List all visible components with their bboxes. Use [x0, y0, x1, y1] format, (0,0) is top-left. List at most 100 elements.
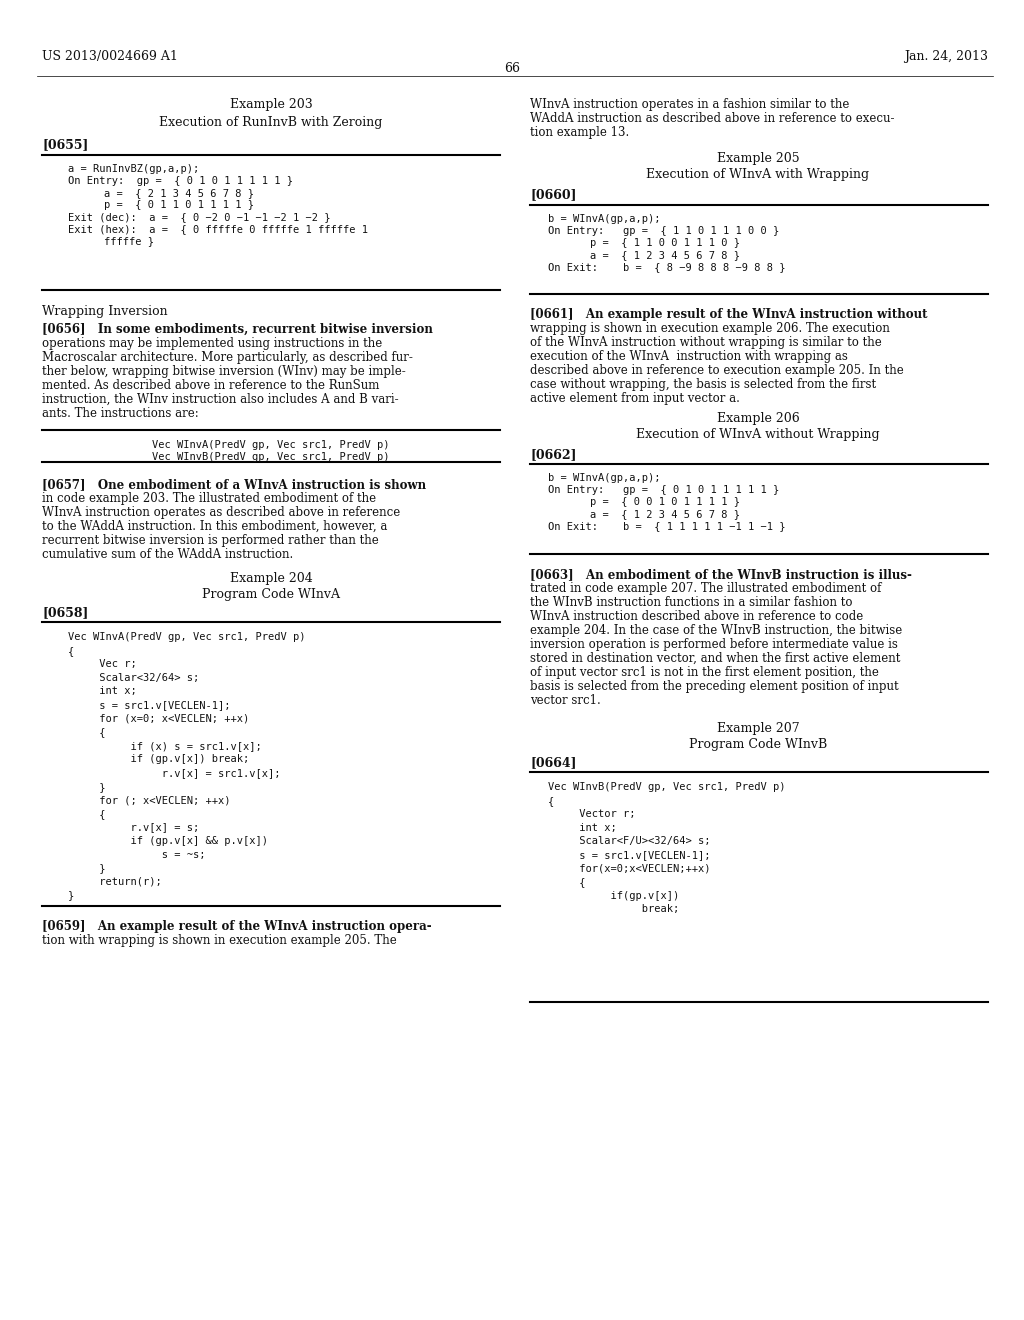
- Text: [0659]   An example result of the WInvA instruction opera-: [0659] An example result of the WInvA in…: [42, 920, 432, 933]
- Text: Vec WInvA(PredV gp, Vec src1, PredV p): Vec WInvA(PredV gp, Vec src1, PredV p): [153, 440, 390, 450]
- Text: {: {: [68, 727, 105, 737]
- Text: s = src1.v[VECLEN-1];: s = src1.v[VECLEN-1];: [68, 700, 230, 710]
- Text: if (gp.v[x]) break;: if (gp.v[x]) break;: [68, 755, 249, 764]
- Text: [0655]: [0655]: [42, 139, 88, 150]
- Text: int x;: int x;: [68, 686, 137, 697]
- Text: ther below, wrapping bitwise inversion (WInv) may be imple-: ther below, wrapping bitwise inversion (…: [42, 366, 406, 378]
- Text: [0660]: [0660]: [530, 187, 577, 201]
- Text: of the WInvA instruction without wrapping is similar to the: of the WInvA instruction without wrappin…: [530, 337, 882, 348]
- Text: Example 204: Example 204: [229, 572, 312, 585]
- Text: recurrent bitwise inversion is performed rather than the: recurrent bitwise inversion is performed…: [42, 535, 379, 546]
- Text: Vec WInvB(PredV gp, Vec src1, PredV p): Vec WInvB(PredV gp, Vec src1, PredV p): [153, 451, 390, 462]
- Text: Exit (hex):  a =  { 0 fffffe 0 fffffe 1 fffffe 1: Exit (hex): a = { 0 fffffe 0 fffffe 1 ff…: [68, 224, 368, 234]
- Text: WInvA instruction described above in reference to code: WInvA instruction described above in ref…: [530, 610, 863, 623]
- Text: b = WInvA(gp,a,p);: b = WInvA(gp,a,p);: [548, 214, 660, 224]
- Text: return(r);: return(r);: [68, 876, 162, 887]
- Text: int x;: int x;: [548, 822, 616, 833]
- Text: WInvA instruction operates in a fashion similar to the: WInvA instruction operates in a fashion …: [530, 98, 849, 111]
- Text: {: {: [548, 796, 554, 805]
- Text: Macroscalar architecture. More particularly, as described fur-: Macroscalar architecture. More particula…: [42, 351, 413, 364]
- Text: wrapping is shown in execution example 206. The execution: wrapping is shown in execution example 2…: [530, 322, 890, 335]
- Text: to the WAddA instruction. In this embodiment, however, a: to the WAddA instruction. In this embodi…: [42, 520, 387, 533]
- Text: instruction, the WInv instruction also includes A and B vari-: instruction, the WInv instruction also i…: [42, 393, 398, 407]
- Text: r.v[x] = src1.v[x];: r.v[x] = src1.v[x];: [68, 768, 281, 777]
- Text: Program Code WInvA: Program Code WInvA: [202, 587, 340, 601]
- Text: execution of the WInvA  instruction with wrapping as: execution of the WInvA instruction with …: [530, 350, 848, 363]
- Text: Vec WInvA(PredV gp, Vec src1, PredV p): Vec WInvA(PredV gp, Vec src1, PredV p): [68, 632, 305, 642]
- Text: tion example 13.: tion example 13.: [530, 125, 630, 139]
- Text: On Exit:    b =  { 1 1 1 1 1 −1 1 −1 }: On Exit: b = { 1 1 1 1 1 −1 1 −1 }: [548, 521, 785, 531]
- Text: if (gp.v[x] && p.v[x]): if (gp.v[x] && p.v[x]): [68, 836, 268, 846]
- Text: tion with wrapping is shown in execution example 205. The: tion with wrapping is shown in execution…: [42, 935, 396, 946]
- Text: s = src1.v[VECLEN-1];: s = src1.v[VECLEN-1];: [548, 850, 711, 861]
- Text: if(gp.v[x]): if(gp.v[x]): [548, 891, 679, 900]
- Text: WAddA instruction as described above in reference to execu-: WAddA instruction as described above in …: [530, 112, 895, 125]
- Text: Jan. 24, 2013: Jan. 24, 2013: [904, 50, 988, 63]
- Text: [0658]: [0658]: [42, 606, 88, 619]
- Text: s = ~s;: s = ~s;: [68, 850, 206, 859]
- Text: WInvA instruction operates as described above in reference: WInvA instruction operates as described …: [42, 506, 400, 519]
- Text: [0656]   In some embodiments, recurrent bitwise inversion: [0656] In some embodiments, recurrent bi…: [42, 323, 433, 337]
- Text: vector src1.: vector src1.: [530, 694, 601, 708]
- Text: in code example 203. The illustrated embodiment of the: in code example 203. The illustrated emb…: [42, 492, 376, 506]
- Text: Vector r;: Vector r;: [548, 809, 636, 820]
- Text: the WInvB instruction functions in a similar fashion to: the WInvB instruction functions in a sim…: [530, 597, 853, 609]
- Text: }: }: [68, 891, 75, 900]
- Text: On Entry:   gp =  { 0 1 0 1 1 1 1 1 }: On Entry: gp = { 0 1 0 1 1 1 1 1 }: [548, 484, 779, 495]
- Text: p =  { 1 1 0 0 1 1 1 0 }: p = { 1 1 0 0 1 1 1 0 }: [590, 238, 740, 248]
- Text: for (; x<VECLEN; ++x): for (; x<VECLEN; ++x): [68, 795, 230, 805]
- Text: {: {: [68, 645, 75, 656]
- Text: if (x) s = src1.v[x];: if (x) s = src1.v[x];: [68, 741, 262, 751]
- Text: a = RunInvBZ(gp,a,p);: a = RunInvBZ(gp,a,p);: [68, 164, 200, 174]
- Text: ants. The instructions are:: ants. The instructions are:: [42, 407, 199, 420]
- Text: Example 206: Example 206: [717, 412, 800, 425]
- Text: Scalar<32/64> s;: Scalar<32/64> s;: [68, 673, 200, 682]
- Text: [0664]: [0664]: [530, 756, 577, 770]
- Text: of input vector src1 is not in the first element position, the: of input vector src1 is not in the first…: [530, 667, 879, 678]
- Text: [0657]   One embodiment of a WInvA instruction is shown: [0657] One embodiment of a WInvA instruc…: [42, 478, 426, 491]
- Text: Execution of WInvA without Wrapping: Execution of WInvA without Wrapping: [636, 428, 880, 441]
- Text: On Exit:    b =  { 8 −9 8 8 8 −9 8 8 }: On Exit: b = { 8 −9 8 8 8 −9 8 8 }: [548, 261, 785, 272]
- Text: Execution of WInvA with Wrapping: Execution of WInvA with Wrapping: [646, 168, 869, 181]
- Text: Scalar<F/U><32/64> s;: Scalar<F/U><32/64> s;: [548, 837, 711, 846]
- Text: case without wrapping, the basis is selected from the first: case without wrapping, the basis is sele…: [530, 378, 877, 391]
- Text: {: {: [68, 809, 105, 818]
- Text: }: }: [68, 863, 105, 874]
- Text: Wrapping Inversion: Wrapping Inversion: [42, 305, 168, 318]
- Text: a =  { 1 2 3 4 5 6 7 8 }: a = { 1 2 3 4 5 6 7 8 }: [590, 510, 740, 519]
- Text: Exit (dec):  a =  { 0 −2 0 −1 −1 −2 1 −2 }: Exit (dec): a = { 0 −2 0 −1 −1 −2 1 −2 }: [68, 213, 331, 222]
- Text: On Entry:  gp =  { 0 1 0 1 1 1 1 1 }: On Entry: gp = { 0 1 0 1 1 1 1 1 }: [68, 176, 293, 186]
- Text: 66: 66: [504, 62, 520, 75]
- Text: [0661]   An example result of the WInvA instruction without: [0661] An example result of the WInvA in…: [530, 308, 928, 321]
- Text: trated in code example 207. The illustrated embodiment of: trated in code example 207. The illustra…: [530, 582, 882, 595]
- Text: Example 207: Example 207: [717, 722, 800, 735]
- Text: [0663]   An embodiment of the WInvB instruction is illus-: [0663] An embodiment of the WInvB instru…: [530, 568, 912, 581]
- Text: mented. As described above in reference to the RunSum: mented. As described above in reference …: [42, 379, 379, 392]
- Text: fffffe }: fffffe }: [104, 236, 154, 246]
- Text: example 204. In the case of the WInvB instruction, the bitwise: example 204. In the case of the WInvB in…: [530, 624, 902, 638]
- Text: p =  { 0 0 1 0 1 1 1 1 }: p = { 0 0 1 0 1 1 1 1 }: [590, 498, 740, 507]
- Text: US 2013/0024669 A1: US 2013/0024669 A1: [42, 50, 178, 63]
- Text: break;: break;: [548, 904, 679, 915]
- Text: Example 203: Example 203: [229, 98, 312, 111]
- Text: b = WInvA(gp,a,p);: b = WInvA(gp,a,p);: [548, 473, 660, 483]
- Text: inversion operation is performed before intermediate value is: inversion operation is performed before …: [530, 638, 898, 651]
- Text: cumulative sum of the WAddA instruction.: cumulative sum of the WAddA instruction.: [42, 548, 293, 561]
- Text: operations may be implemented using instructions in the: operations may be implemented using inst…: [42, 337, 382, 350]
- Text: described above in reference to execution example 205. In the: described above in reference to executio…: [530, 364, 904, 378]
- Text: On Entry:   gp =  { 1 1 0 1 1 1 0 0 }: On Entry: gp = { 1 1 0 1 1 1 0 0 }: [548, 226, 779, 236]
- Text: Vec r;: Vec r;: [68, 659, 137, 669]
- Text: active element from input vector a.: active element from input vector a.: [530, 392, 740, 405]
- Text: Program Code WInvB: Program Code WInvB: [689, 738, 827, 751]
- Text: basis is selected from the preceding element position of input: basis is selected from the preceding ele…: [530, 680, 899, 693]
- Text: p =  { 0 1 1 0 1 1 1 1 }: p = { 0 1 1 0 1 1 1 1 }: [104, 201, 254, 210]
- Text: for(x=0;x<VECLEN;++x): for(x=0;x<VECLEN;++x): [548, 863, 711, 874]
- Text: r.v[x] = s;: r.v[x] = s;: [68, 822, 200, 833]
- Text: for (x=0; x<VECLEN; ++x): for (x=0; x<VECLEN; ++x): [68, 714, 249, 723]
- Text: [0662]: [0662]: [530, 447, 577, 461]
- Text: a =  { 1 2 3 4 5 6 7 8 }: a = { 1 2 3 4 5 6 7 8 }: [590, 249, 740, 260]
- Text: Vec WInvB(PredV gp, Vec src1, PredV p): Vec WInvB(PredV gp, Vec src1, PredV p): [548, 781, 785, 792]
- Text: {: {: [548, 878, 586, 887]
- Text: Example 205: Example 205: [717, 152, 800, 165]
- Text: a =  { 2 1 3 4 5 6 7 8 }: a = { 2 1 3 4 5 6 7 8 }: [104, 187, 254, 198]
